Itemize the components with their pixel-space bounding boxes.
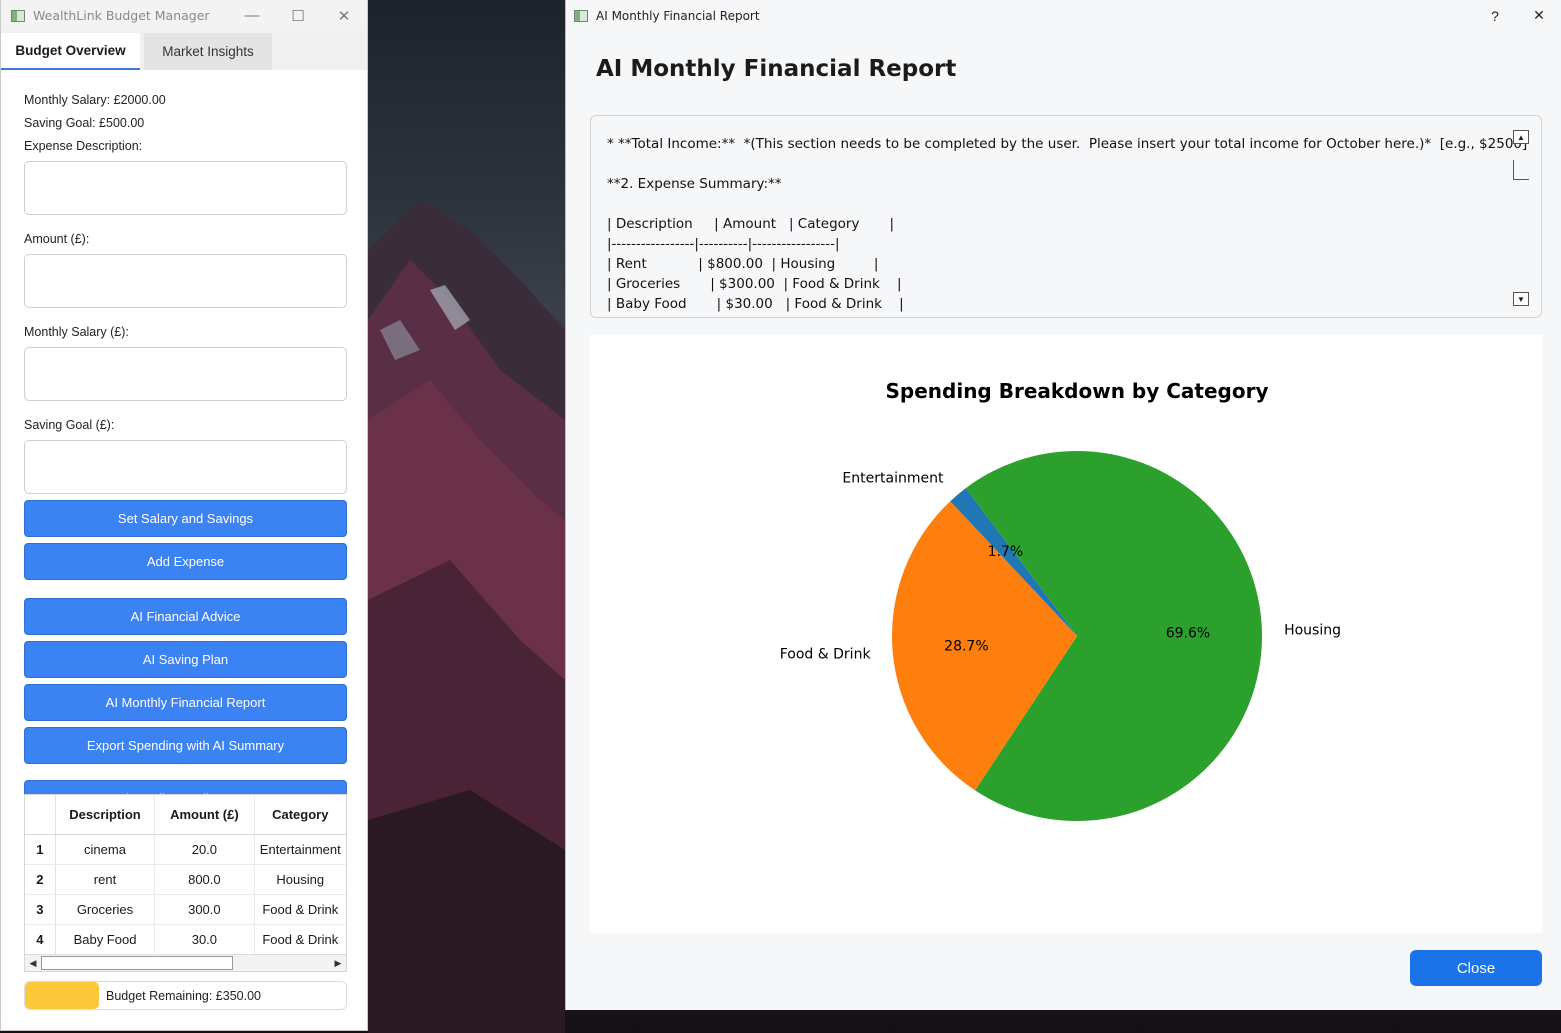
header-category[interactable]: Category [272, 807, 329, 822]
budget-manager-window: WealthLink Budget Manager — ☐ ✕ Budget O… [0, 0, 368, 1031]
pie-category-label: Food & Drink [780, 647, 872, 663]
saving-goal-summary: Saving Goal: £500.00 [24, 116, 145, 130]
scroll-thumb[interactable] [41, 956, 233, 970]
scroll-thumb[interactable] [1513, 160, 1529, 180]
cell-category[interactable]: Food & Drink [262, 932, 339, 947]
pie-chart: Spending Breakdown by Category 69.6% Hous… [780, 379, 1341, 822]
scroll-left-icon[interactable]: ◀ [29, 957, 37, 968]
report-dialog: AI Monthly Financial Report ? ✕ AI Month… [565, 0, 1561, 1010]
help-icon[interactable]: ? [1491, 7, 1499, 24]
expense-description-input[interactable] [24, 161, 347, 215]
table-row[interactable]: 4 Baby Food 30.0 Food & Drink [25, 925, 346, 955]
saving-goal-label: Saving Goal (£): [24, 418, 115, 432]
expense-description-label: Expense Description: [24, 139, 143, 153]
cell-category[interactable]: Entertainment [259, 842, 341, 857]
close-icon[interactable]: ✕ [337, 7, 351, 25]
table-header: Description Amount (£) Category [25, 795, 346, 835]
header-description[interactable]: Description [56, 795, 156, 834]
report-heading: AI Monthly Financial Report [596, 56, 957, 82]
cell-category[interactable]: Food & Drink [262, 902, 339, 917]
cell-amount[interactable]: 20.0 [155, 835, 255, 864]
pie-slice [965, 451, 1262, 822]
scroll-down-icon[interactable]: ▼ [1513, 292, 1529, 306]
salary-summary: Monthly Salary: £2000.00 [24, 93, 166, 107]
monthly-salary-label: Monthly Salary (£): [24, 325, 129, 339]
cell-description[interactable]: Groceries [56, 895, 156, 924]
table-row[interactable]: 1 cinema 20.0 Entertainment [25, 835, 346, 865]
cell-amount[interactable]: 30.0 [155, 925, 255, 954]
budget-remaining-text: Budget Remaining: £350.00 [106, 988, 261, 1003]
window-titlebar: WealthLink Budget Manager — ☐ ✕ [1, 0, 367, 31]
close-button[interactable]: Close [1410, 950, 1542, 986]
cell-category[interactable]: Housing [276, 872, 325, 887]
dialog-app-icon [574, 9, 588, 22]
export-button[interactable]: Export Spending with AI Summary [24, 727, 347, 764]
report-line: | Groceries | $300.00 | Food & Drink | [607, 276, 902, 292]
dialog-title: AI Monthly Financial Report [596, 8, 760, 23]
budget-remaining-fill [25, 982, 99, 1009]
vertical-scrollbar[interactable]: ▲ ▼ [1513, 130, 1529, 306]
minimize-icon[interactable]: — [244, 7, 260, 24]
report-line: | Description | Amount | Category | [607, 216, 895, 232]
report-text-area[interactable]: * **Total Income:** *(This section needs… [590, 115, 1542, 318]
row-index: 2 [25, 865, 56, 894]
report-line: * **Total Income:** *(This section needs… [607, 136, 1528, 152]
pie-category-label: Entertainment [842, 471, 944, 487]
monthly-salary-input[interactable] [24, 347, 347, 401]
cell-amount[interactable]: 300.0 [155, 895, 255, 924]
add-expense-button[interactable]: Add Expense [24, 543, 347, 580]
row-index: 3 [25, 895, 56, 924]
report-line [607, 194, 1512, 214]
tab-bar: Budget Overview Market Insights [1, 31, 367, 70]
pie-percent-label: 69.6% [1166, 626, 1210, 642]
report-line: |-----------------|----------|----------… [607, 236, 840, 252]
pie-slice [950, 488, 1077, 636]
table-row[interactable]: 3 Groceries 300.0 Food & Drink [25, 895, 346, 925]
dialog-titlebar: AI Monthly Financial Report ? ✕ [566, 0, 1561, 31]
saving-goal-input[interactable] [24, 440, 347, 494]
report-line [607, 154, 1512, 174]
row-index: 1 [25, 835, 56, 864]
pie-category-label: Housing [1284, 623, 1341, 639]
maximize-icon[interactable]: ☐ [291, 7, 305, 25]
cell-description[interactable]: Baby Food [56, 925, 156, 954]
cell-amount[interactable]: 800.0 [155, 865, 255, 894]
report-line: **2. Expense Summary:** [607, 176, 782, 192]
scroll-right-icon[interactable]: ▶ [334, 957, 342, 968]
tab-market-insights[interactable]: Market Insights [144, 33, 272, 70]
ai-saving-plan-button[interactable]: AI Saving Plan [24, 641, 347, 678]
horizontal-scrollbar[interactable]: ◀ ▶ [25, 954, 346, 971]
scroll-up-icon[interactable]: ▲ [1513, 130, 1529, 144]
tab-budget-overview[interactable]: Budget Overview [1, 33, 140, 70]
cell-description[interactable]: cinema [56, 835, 156, 864]
window-title: WealthLink Budget Manager [33, 8, 210, 23]
pie-percent-label: 1.7% [988, 544, 1024, 560]
cell-description[interactable]: rent [56, 865, 156, 894]
chart-container: Spending Breakdown by Category 69.6% Hous… [590, 335, 1542, 933]
header-amount[interactable]: Amount (£) [155, 795, 255, 834]
budget-form: Monthly Salary: £2000.00 Saving Goal: £5… [24, 92, 347, 817]
app-icon [11, 9, 25, 22]
amount-label: Amount (£): [24, 232, 90, 246]
chart-title: Spending Breakdown by Category [886, 379, 1269, 403]
ai-advice-button[interactable]: AI Financial Advice [24, 598, 347, 635]
report-line: | Rent | $800.00 | Housing | [607, 256, 879, 272]
expense-table: Description Amount (£) Category 1 cinema… [24, 794, 347, 972]
budget-remaining-bar: Budget Remaining: £350.00 [24, 981, 347, 1010]
row-index: 4 [25, 925, 56, 954]
report-line: | Baby Food | $30.00 | Food & Drink | [607, 296, 904, 312]
report-text: * **Total Income:** *(This section needs… [607, 134, 1528, 314]
dialog-close-icon[interactable]: ✕ [1533, 7, 1545, 23]
pie-percent-label: 28.7% [944, 639, 988, 655]
ai-monthly-report-button[interactable]: AI Monthly Financial Report [24, 684, 347, 721]
pie-slice [891, 501, 1077, 791]
table-row[interactable]: 2 rent 800.0 Housing [25, 865, 346, 895]
amount-input[interactable] [24, 254, 347, 308]
corner-cell [25, 795, 56, 834]
set-salary-button[interactable]: Set Salary and Savings [24, 500, 347, 537]
